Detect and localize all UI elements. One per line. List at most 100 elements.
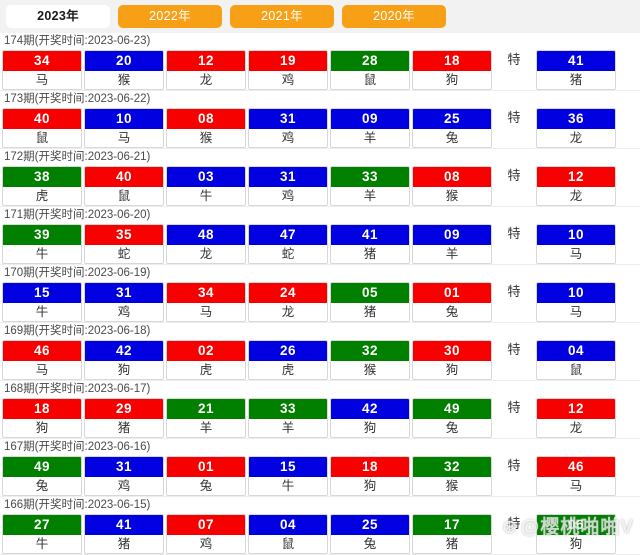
normal-ball-6: 18 狗 [412,50,492,90]
normal-ball-5-zodiac: 鼠 [331,71,409,89]
normal-ball-5-zodiac: 猪 [331,303,409,321]
normal-ball-2-zodiac: 猪 [85,419,163,437]
special-ball-zodiac: 猪 [537,71,615,89]
normal-ball-3-zodiac: 羊 [167,419,245,437]
normal-ball-4-number: 26 [249,341,327,361]
normal-ball-5-number: 28 [331,51,409,71]
normal-ball-3-number: 34 [167,283,245,303]
normal-ball-1: 27 牛 [2,514,82,554]
normal-ball-1: 49 兔 [2,456,82,496]
normal-ball-2-number: 20 [85,51,163,71]
draw-row[interactable]: 172期(开奖时间:2023-06-21) 38 虎 40 鼠 03 牛 31 鸡 33 羊 08 猴特… [0,149,640,207]
draw-title: 174期(开奖时间:2023-06-23) [4,35,151,47]
normal-ball-6-zodiac: 狗 [413,71,491,89]
normal-ball-3-number: 21 [167,399,245,419]
special-ball-number: 12 [537,167,615,187]
year-tab-2022[interactable]: 2022年 [118,5,222,28]
normal-ball-5-number: 41 [331,225,409,245]
normal-ball-2: 20 猴 [84,50,164,90]
year-tab-2020[interactable]: 2020年 [342,5,446,28]
normal-ball-1-number: 49 [3,457,81,477]
normal-ball-2-number: 41 [85,515,163,535]
normal-ball-5-zodiac: 羊 [331,129,409,147]
year-tab-2021[interactable]: 2021年 [230,5,334,28]
draw-row[interactable]: 171期(开奖时间:2023-06-20) 39 牛 35 蛇 48 龙 47 蛇 41 猪 09 羊特… [0,207,640,265]
draw-title: 170期(开奖时间:2023-06-19) [4,267,151,279]
special-ball: 04 鼠 [536,340,616,380]
normal-ball-1-zodiac: 马 [3,361,81,379]
normal-ball-2-number: 35 [85,225,163,245]
normal-ball-2-zodiac: 鸡 [85,303,163,321]
normal-ball-1: 40 鼠 [2,108,82,148]
draw-row[interactable]: 174期(开奖时间:2023-06-23) 34 马 20 猴 12 龙 19 鸡 28 鼠 18 狗特… [0,33,640,91]
special-ball-number: 10 [537,283,615,303]
draw-row[interactable]: 167期(开奖时间:2023-06-16) 49 兔 31 鸡 01 兔 15 牛 18 狗 32 猴特… [0,439,640,497]
special-ball-number: 46 [537,457,615,477]
normal-ball-1: 46 马 [2,340,82,380]
normal-ball-3-zodiac: 龙 [167,245,245,263]
normal-ball-3-number: 08 [167,109,245,129]
normal-ball-5: 32 猴 [330,340,410,380]
special-separator-label: 特 [507,110,521,125]
draw-row[interactable]: 169期(开奖时间:2023-06-18) 46 马 42 狗 02 虎 26 虎 32 猴 30 狗特… [0,323,640,381]
normal-ball-1-number: 46 [3,341,81,361]
special-ball-zodiac: 龙 [537,129,615,147]
normal-ball-1-number: 18 [3,399,81,419]
normal-ball-5: 33 羊 [330,166,410,206]
draw-title: 171期(开奖时间:2023-06-20) [4,209,151,221]
normal-ball-4-zodiac: 鸡 [249,129,327,147]
normal-ball-5-zodiac: 兔 [331,535,409,553]
normal-ball-6-number: 08 [413,167,491,187]
normal-ball-3-zodiac: 牛 [167,187,245,205]
normal-ball-1: 15 牛 [2,282,82,322]
normal-ball-3: 08 猴 [166,108,246,148]
normal-ball-5-number: 25 [331,515,409,535]
normal-ball-1: 38 虎 [2,166,82,206]
draw-title: 167期(开奖时间:2023-06-16) [4,441,151,453]
normal-ball-2-number: 31 [85,283,163,303]
special-ball-zodiac: 马 [537,477,615,495]
normal-ball-4-number: 33 [249,399,327,419]
special-ball-zodiac: 狗 [537,535,615,553]
normal-ball-6: 08 猴 [412,166,492,206]
normal-ball-3: 34 马 [166,282,246,322]
special-separator-label: 特 [507,458,521,473]
normal-ball-3-number: 12 [167,51,245,71]
normal-ball-3-zodiac: 猴 [167,129,245,147]
normal-ball-6-zodiac: 猴 [413,187,491,205]
draw-row[interactable]: 173期(开奖时间:2023-06-22) 40 鼠 10 马 08 猴 31 鸡 09 羊 25 兔特… [0,91,640,149]
normal-ball-6-number: 32 [413,457,491,477]
normal-ball-2-zodiac: 狗 [85,361,163,379]
special-ball-zodiac: 鼠 [537,361,615,379]
normal-ball-5: 05 猪 [330,282,410,322]
special-ball: 12 龙 [536,166,616,206]
special-ball-number: 06 [537,515,615,535]
draw-row[interactable]: 170期(开奖时间:2023-06-19) 15 牛 31 鸡 34 马 24 龙 05 猪 01 兔特… [0,265,640,323]
normal-ball-1-number: 34 [3,51,81,71]
normal-ball-6-number: 30 [413,341,491,361]
normal-ball-3: 21 羊 [166,398,246,438]
normal-ball-5-zodiac: 狗 [331,477,409,495]
normal-ball-3-zodiac: 虎 [167,361,245,379]
special-separator-label: 特 [507,516,521,531]
normal-ball-6-number: 17 [413,515,491,535]
normal-ball-6: 01 兔 [412,282,492,322]
ball-group: 38 虎 40 鼠 03 牛 31 鸡 33 羊 08 猴特 12 龙 [0,166,640,206]
normal-ball-3-number: 02 [167,341,245,361]
year-tab-2023[interactable]: 2023年 [6,5,110,28]
ball-group: 18 狗 29 猪 21 羊 33 羊 42 狗 49 兔特 12 龙 [0,398,640,438]
ball-group: 40 鼠 10 马 08 猴 31 鸡 09 羊 25 兔特 36 龙 [0,108,640,148]
normal-ball-5-number: 33 [331,167,409,187]
normal-ball-1-zodiac: 牛 [3,535,81,553]
normal-ball-6: 17 猪 [412,514,492,554]
normal-ball-6: 25 兔 [412,108,492,148]
draw-row[interactable]: 166期(开奖时间:2023-06-15) 27 牛 41 猪 07 鸡 04 鼠 25 兔 17 猪特… [0,497,640,555]
normal-ball-6-zodiac: 羊 [413,245,491,263]
normal-ball-3: 48 龙 [166,224,246,264]
normal-ball-2: 29 猪 [84,398,164,438]
draw-title: 168期(开奖时间:2023-06-17) [4,383,151,395]
draw-row[interactable]: 168期(开奖时间:2023-06-17) 18 狗 29 猪 21 羊 33 羊 42 狗 49 兔特… [0,381,640,439]
normal-ball-2-zodiac: 鼠 [85,187,163,205]
normal-ball-4-zodiac: 鼠 [249,535,327,553]
draw-title: 172期(开奖时间:2023-06-21) [4,151,151,163]
